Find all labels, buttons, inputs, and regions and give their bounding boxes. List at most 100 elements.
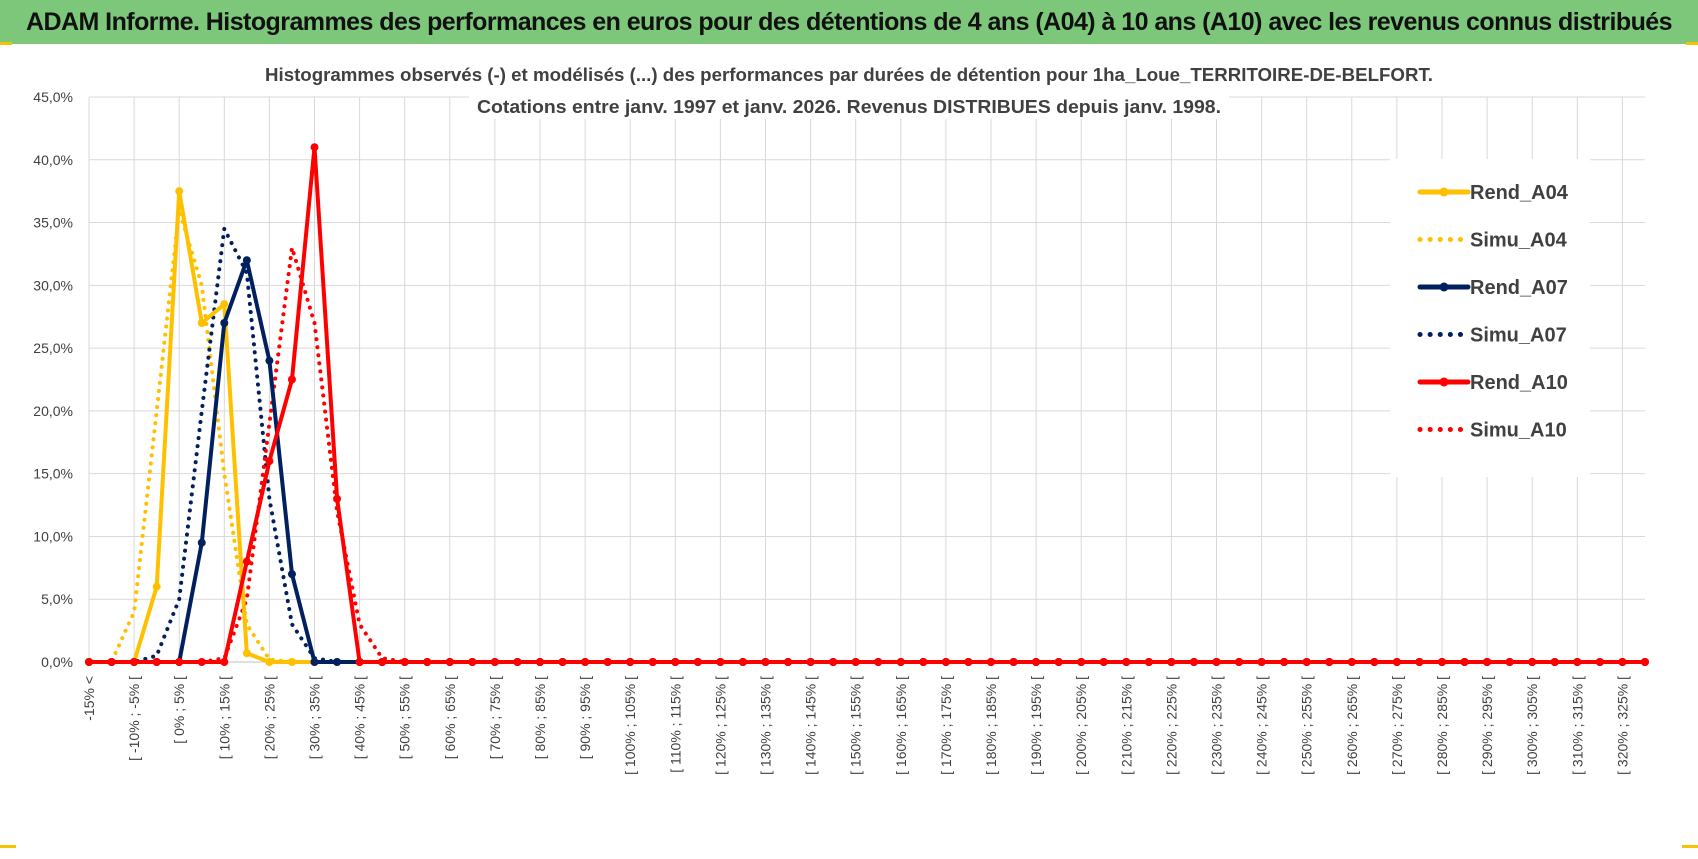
data-point (355, 658, 364, 666)
data-point (287, 570, 296, 579)
x-tick-label: [ 20% ; 25% [ (261, 676, 277, 759)
data-point (648, 658, 657, 666)
data-point (1054, 658, 1063, 666)
data-point (490, 658, 499, 666)
data-point (987, 658, 995, 666)
title-backdrop (258, 59, 1440, 87)
data-point (919, 658, 928, 666)
x-tick-label: [ 0% ; 5% [ (171, 676, 187, 744)
x-tick-label: [ 310% ; 315% [ (1569, 676, 1585, 775)
data-point (1460, 658, 1469, 666)
x-tick-label: [ 40% ; 45% [ (352, 676, 368, 759)
x-tick-label: [ 320% ; 325% [ (1614, 676, 1630, 775)
data-point (1077, 658, 1086, 666)
data-point (265, 457, 274, 466)
x-tick-label: [ 220% ; 225% [ (1163, 676, 1179, 775)
data-point (1392, 658, 1401, 666)
x-tick-label: [ 70% ; 75% [ (487, 676, 503, 759)
data-point (1505, 658, 1514, 666)
legend-label: Rend_A04 (1470, 182, 1569, 204)
corner-accent-br (1682, 845, 1698, 848)
data-point (1370, 658, 1379, 666)
data-point (1212, 658, 1221, 666)
data-point (784, 658, 793, 666)
data-point (310, 658, 319, 666)
data-point (265, 658, 274, 666)
y-tick-label: 10,0% (33, 528, 73, 544)
data-point (175, 658, 184, 666)
data-point (964, 658, 973, 666)
data-point (603, 658, 612, 666)
corner-accent-bl (0, 845, 16, 848)
data-point (1640, 658, 1649, 666)
data-point (941, 658, 950, 666)
x-tick-label: [ 230% ; 235% [ (1209, 676, 1225, 775)
data-point (152, 658, 161, 666)
data-point (85, 658, 93, 666)
data-point (242, 557, 251, 566)
data-point (175, 187, 184, 196)
data-point (1257, 658, 1266, 666)
data-point (287, 375, 296, 384)
data-point (1099, 658, 1108, 666)
data-point (468, 658, 477, 666)
data-point (220, 658, 229, 666)
data-point (738, 658, 747, 666)
data-point (1325, 658, 1334, 666)
data-point (1189, 658, 1198, 666)
data-point (1144, 658, 1153, 666)
corner-accent-tr (1686, 42, 1698, 45)
x-tick-label: [ 290% ; 295% [ (1479, 676, 1495, 775)
data-point (197, 538, 206, 547)
x-tick-label: [ 140% ; 145% [ (803, 676, 819, 775)
legend-label: Simu_A10 (1470, 420, 1567, 442)
data-point (107, 658, 116, 666)
data-point (1167, 658, 1176, 666)
x-tick-label: [ 200% ; 205% [ (1073, 676, 1089, 775)
x-tick-label: [ 110% ; 115% [ (667, 676, 683, 773)
data-point (1009, 658, 1018, 666)
data-point (1415, 658, 1424, 666)
y-tick-label: 30,0% (33, 277, 73, 293)
data-point (693, 658, 702, 666)
data-point (536, 658, 544, 666)
x-tick-label: [ 170% ; 175% [ (938, 676, 954, 775)
data-point (1032, 658, 1041, 666)
x-tick-label: [ 240% ; 245% [ (1254, 676, 1270, 775)
data-point (851, 658, 860, 666)
page-title: ADAM Informe. Histogrammes des performan… (26, 7, 1673, 36)
data-point (130, 658, 139, 666)
x-tick-label: [ 270% ; 275% [ (1389, 676, 1405, 775)
x-tick-label: [ 280% ; 285% [ (1434, 676, 1450, 775)
x-tick-label: [ 190% ; 195% [ (1028, 676, 1044, 775)
data-point (1573, 658, 1582, 666)
chart-subtitle: Cotations entre janv. 1997 et janv. 2026… (477, 97, 1221, 117)
data-point (1302, 658, 1311, 666)
x-tick-label: [ 90% ; 95% [ (577, 676, 593, 759)
x-tick-label: [ 50% ; 55% [ (397, 676, 413, 759)
y-tick-label: 40,0% (33, 152, 73, 168)
gridlines (88, 96, 1645, 663)
data-point (1235, 658, 1244, 666)
x-tick-label: [ 210% ; 215% [ (1118, 676, 1134, 775)
data-point (1528, 658, 1537, 666)
data-point (220, 300, 229, 309)
chart-title: Histogrammes observés (-) et modélisés (… (265, 65, 1433, 85)
data-point (400, 658, 409, 666)
x-tick-label: [ 150% ; 155% [ (848, 676, 864, 775)
y-tick-label: 0,0% (41, 654, 73, 670)
legend-marker (1439, 282, 1449, 292)
x-tick-label: [ 300% ; 305% [ (1524, 676, 1540, 775)
x-tick-label: [ 260% ; 265% [ (1344, 676, 1360, 775)
data-point (716, 658, 725, 666)
chart-area: 0,0% 5,0% 10,0% 15,0% 20,0% 25,0% 30,0% 35,0% 40… (0, 44, 1698, 854)
data-point (333, 494, 342, 503)
title-backdrop (469, 91, 1229, 119)
y-tick-label: 5,0% (41, 591, 73, 607)
data-point (242, 256, 251, 265)
data-point (1280, 658, 1289, 666)
x-tick-label: [ 250% ; 255% [ (1299, 676, 1315, 775)
x-axis: -15% < [ -10% ; -5% [[ 0% ; 5% [[ 10% ; 1… (81, 676, 1630, 775)
data-point (581, 658, 590, 666)
x-tick-label: [ 130% ; 135% [ (758, 676, 774, 775)
